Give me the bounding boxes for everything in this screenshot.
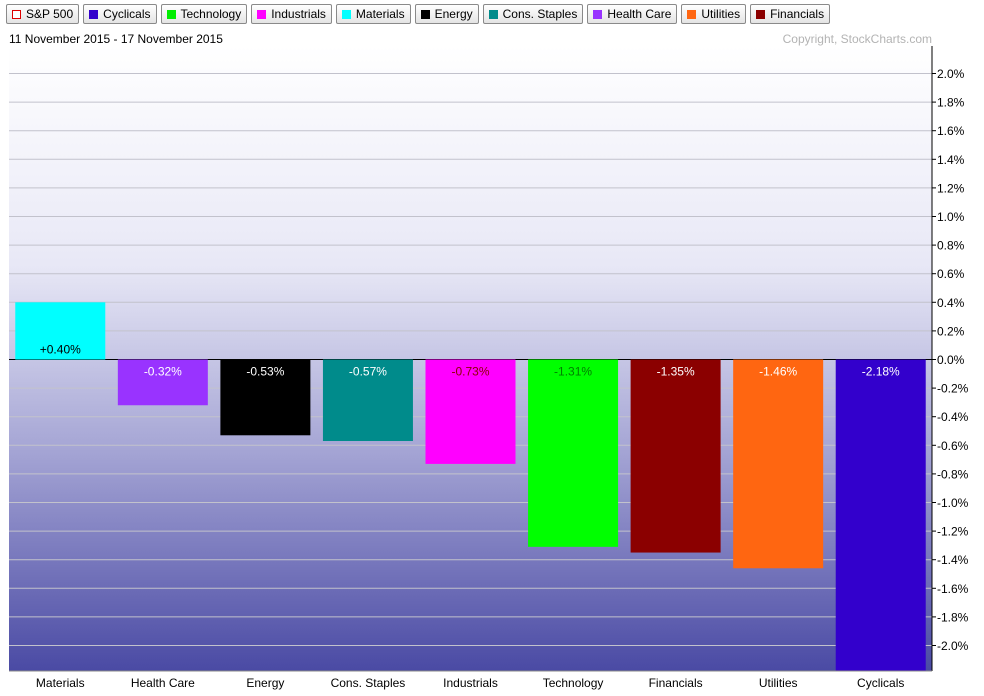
x-tick-label: Materials [36,676,85,690]
bar-utilities [733,359,824,569]
legend-swatch [756,9,766,19]
y-tick-label: 1.6% [937,124,965,138]
y-tick-label: 0.6% [937,267,965,281]
x-axis: Materials Health Care Energy Cons. Staples I… [36,676,904,690]
legend-label: S&P 500 [26,7,74,21]
legend-item-s-p-500[interactable]: S&P 500 [6,4,80,24]
data-label: -0.57% [349,365,387,379]
x-tick-label: Health Care [131,676,195,690]
x-tick-label: Utilities [759,676,798,690]
legend-swatch [257,9,267,19]
y-tick-label: 1.0% [937,210,965,224]
data-label: +0.40% [40,343,81,357]
legend-swatch [166,9,176,19]
y-tick-label: -1.0% [937,496,969,510]
bars: +0.40% -0.32% -0.53% -0.57% -0.73% -1.31% -1.3… [15,302,926,672]
y-tick-label: 1.4% [937,153,965,167]
bar-materials [15,302,106,360]
legend-item-industrials[interactable]: Industrials [251,4,332,24]
y-tick-label: 0.8% [937,239,965,253]
legend-swatch [341,9,351,19]
y-tick-label: -0.6% [937,439,969,453]
y-tick-label: -1.6% [937,582,969,596]
date-range: 11 November 2015 - 17 November 2015 [9,32,223,46]
bar-technology [528,359,619,547]
y-tick-label: -1.2% [937,525,969,539]
x-tick-label: Industrials [443,676,498,690]
legend-label: Cyclicals [103,7,151,21]
x-tick-label: Energy [246,676,284,690]
legend-label: Health Care [607,7,672,21]
data-label: -1.46% [759,365,797,379]
data-label: -0.53% [246,365,284,379]
bar-energy [220,359,311,436]
bar-industrials [425,359,516,464]
legend-swatch [593,9,603,19]
bar-health-care [117,359,208,406]
data-label: -1.35% [657,365,695,379]
legend-item-cons-staples[interactable]: Cons. Staples [482,4,584,24]
legend: S&P 500 Cyclicals Technology Industrials Mat… [6,3,831,25]
legend-item-cyclicals[interactable]: Cyclicals [83,4,157,24]
data-label: -0.32% [144,365,182,379]
legend-swatch [420,9,430,19]
legend-label: Materials [355,7,405,21]
y-tick-label: -0.8% [937,467,969,481]
y-tick-label: 0.0% [937,353,965,367]
bar-cons-staples [322,359,413,442]
bar-cyclicals [835,359,926,672]
legend-swatch [89,9,99,19]
data-label: -1.31% [554,365,592,379]
y-tick-label: -1.8% [937,610,969,624]
x-tick-label: Technology [543,676,604,690]
y-tick-label: 1.8% [937,96,965,110]
x-tick-label: Financials [649,676,703,690]
legend-swatch [488,9,498,19]
legend-label: Industrials [271,7,326,21]
y-tick-label: 0.4% [937,296,965,310]
legend-label: Technology [180,7,242,21]
y-tick-label: 0.2% [937,324,965,338]
legend-label: Cons. Staples [502,7,578,21]
copyright: Copyright, StockCharts.com [782,32,932,46]
data-label: -2.18% [862,365,900,379]
legend-label: Financials [770,7,825,21]
legend-item-utilities[interactable]: Utilities [681,4,747,24]
y-tick-label: -0.2% [937,382,969,396]
x-tick-label: Cons. Staples [331,676,406,690]
y-tick-label: -2.0% [937,639,969,653]
plot-area [9,46,932,671]
legend-label: Utilities [701,7,741,21]
x-tick-label: Cyclicals [857,676,904,690]
y-axis: 2.0% 1.8% 1.6% 1.4% 1.2% 1.0% 0.8% 0.6% 0.4% 0.2%… [9,46,969,672]
legend-item-financials[interactable]: Financials [750,4,831,24]
legend-item-energy[interactable]: Energy [414,4,479,24]
legend-item-materials[interactable]: Materials [335,4,411,24]
y-tick-label: 1.2% [937,181,965,195]
y-tick-label: -0.4% [937,410,969,424]
y-tick-label: 2.0% [937,67,965,81]
legend-label: Energy [434,7,473,21]
legend-swatch [12,9,21,19]
legend-item-health-care[interactable]: Health Care [587,4,678,24]
legend-swatch [687,9,697,19]
data-label: -0.73% [451,365,489,379]
legend-item-technology[interactable]: Technology [160,4,248,24]
bar-financials [630,359,721,553]
y-tick-label: -1.4% [937,553,969,567]
